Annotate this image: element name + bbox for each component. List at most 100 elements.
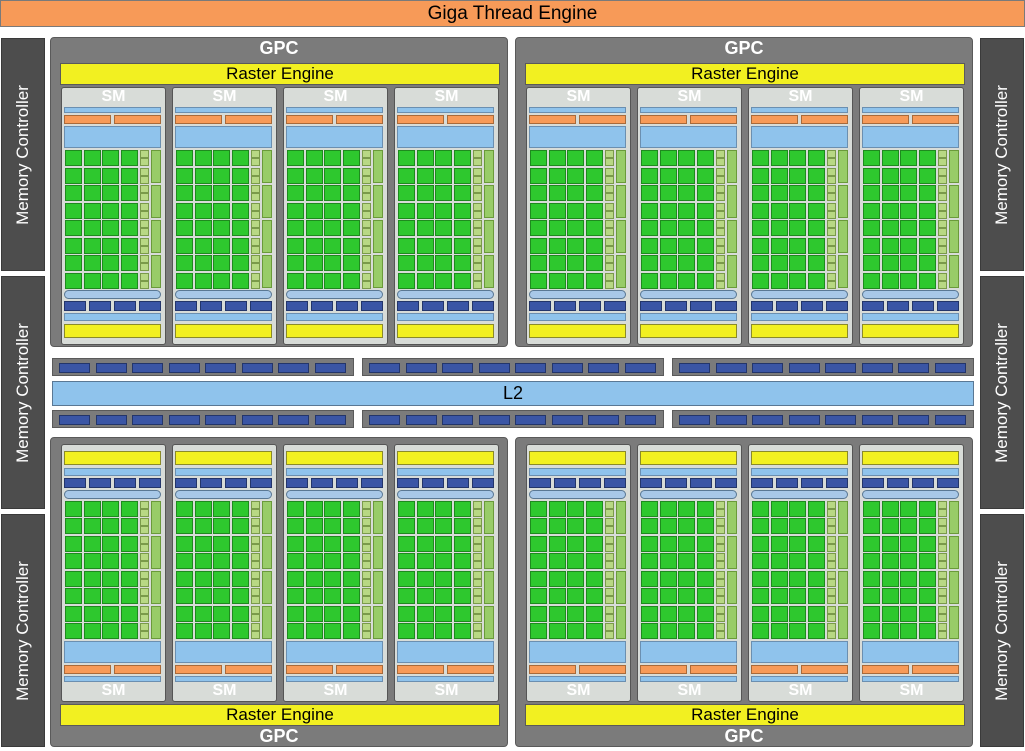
cuda-core: [120, 185, 138, 201]
cuda-core: [453, 518, 471, 534]
load-store-unit: [716, 588, 725, 596]
cuda-core: [231, 202, 249, 219]
crossbar-port: [314, 363, 346, 373]
cuda-core: [83, 500, 101, 517]
cuda-core: [342, 255, 360, 271]
cuda-core: [641, 518, 658, 534]
warp-scheduler: [286, 115, 333, 124]
cuda-core: [194, 588, 212, 604]
cuda-core: [305, 605, 323, 622]
cuda-core: [807, 237, 825, 254]
interconnect-network: [640, 490, 737, 499]
load-store-unit: [827, 561, 836, 569]
load-store-unit: [362, 228, 371, 236]
cuda-core: [548, 185, 566, 201]
cuda-core: [416, 185, 434, 201]
cuda-core: [585, 535, 603, 552]
load-store-unit: [827, 535, 836, 544]
cuda-core: [416, 255, 434, 271]
cuda-core: [548, 167, 566, 184]
cuda-core: [287, 185, 304, 201]
cuda-core: [213, 500, 230, 517]
cuda-core: [585, 150, 603, 166]
load-store-unit: [251, 210, 260, 219]
polymorph-engine: [640, 324, 737, 338]
cuda-core: [881, 150, 899, 166]
polymorph-engine: [175, 451, 272, 465]
load-store-unit: [938, 220, 947, 228]
cuda-core: [287, 150, 304, 166]
cuda-core: [863, 150, 880, 166]
cuda-core: [863, 535, 880, 552]
cuda-core: [213, 220, 230, 236]
warp-scheduler: [862, 115, 909, 124]
cuda-core: [398, 570, 415, 587]
interconnect-network: [751, 490, 848, 499]
texture-unit: [554, 301, 576, 311]
cuda-core: [65, 150, 82, 166]
special-function-unit: [262, 185, 272, 218]
special-function-unit: [616, 150, 626, 183]
crossbar-port: [241, 363, 273, 373]
texture-cache: [529, 313, 626, 321]
load-store-unit: [938, 623, 947, 631]
load-store-unit: [827, 220, 836, 228]
load-store-unit: [605, 185, 614, 193]
sm-label: SM: [899, 88, 924, 105]
load-store-unit: [140, 158, 149, 166]
load-store-unit: [140, 185, 149, 193]
cuda-core: [435, 535, 452, 552]
load-store-unit: [716, 605, 725, 614]
texture-unit: [447, 301, 469, 311]
cuda-core: [863, 623, 880, 639]
load-store-unit: [716, 237, 725, 246]
cuda-core: [863, 272, 880, 289]
crossbar-port: [898, 415, 929, 425]
cuda-core: [918, 588, 936, 604]
cuda-core: [102, 605, 119, 622]
crossbar-port: [95, 415, 127, 425]
register-file: [640, 641, 737, 663]
texture-unit: [529, 301, 551, 311]
texture-unit: [554, 478, 576, 488]
cuda-core: [530, 588, 547, 604]
load-store-unit: [938, 237, 947, 246]
load-store-unit: [251, 526, 260, 534]
cuda-core: [659, 150, 677, 166]
register-file: [286, 641, 383, 663]
texture-cache: [751, 313, 848, 321]
sm-label: SM: [677, 88, 702, 105]
cuda-core: [65, 237, 82, 254]
cuda-core: [102, 150, 119, 166]
load-store-unit: [827, 185, 836, 193]
cuda-core: [194, 150, 212, 166]
load-store-unit: [605, 543, 614, 552]
cuda-core: [102, 237, 119, 254]
cuda-core: [213, 535, 230, 552]
cuda-core: [585, 202, 603, 219]
texture-cache: [286, 468, 383, 476]
cuda-core: [881, 623, 899, 639]
crossbar-port: [934, 415, 966, 425]
load-store-unit: [473, 220, 482, 228]
cuda-core: [770, 553, 788, 569]
crossbar-lower-left: [52, 410, 354, 428]
cuda-core: [678, 500, 695, 517]
polymorph-engine: [751, 451, 848, 465]
texture-unit: [250, 478, 272, 488]
crossbar-upper-left: [52, 358, 354, 376]
cuda-core: [305, 185, 323, 201]
dispatch-unit: [225, 665, 272, 674]
special-function-unit: [616, 185, 626, 218]
load-store-unit: [362, 220, 371, 228]
cuda-core: [807, 185, 825, 201]
load-store-unit: [251, 613, 260, 622]
sm-label: SM: [788, 88, 813, 105]
cuda-core: [231, 255, 249, 271]
load-store-unit: [140, 578, 149, 587]
cuda-core: [900, 150, 917, 166]
cuda-core: [770, 623, 788, 639]
cuda-core: [213, 237, 230, 254]
cuda-core: [83, 255, 101, 271]
load-store-unit: [716, 518, 725, 526]
